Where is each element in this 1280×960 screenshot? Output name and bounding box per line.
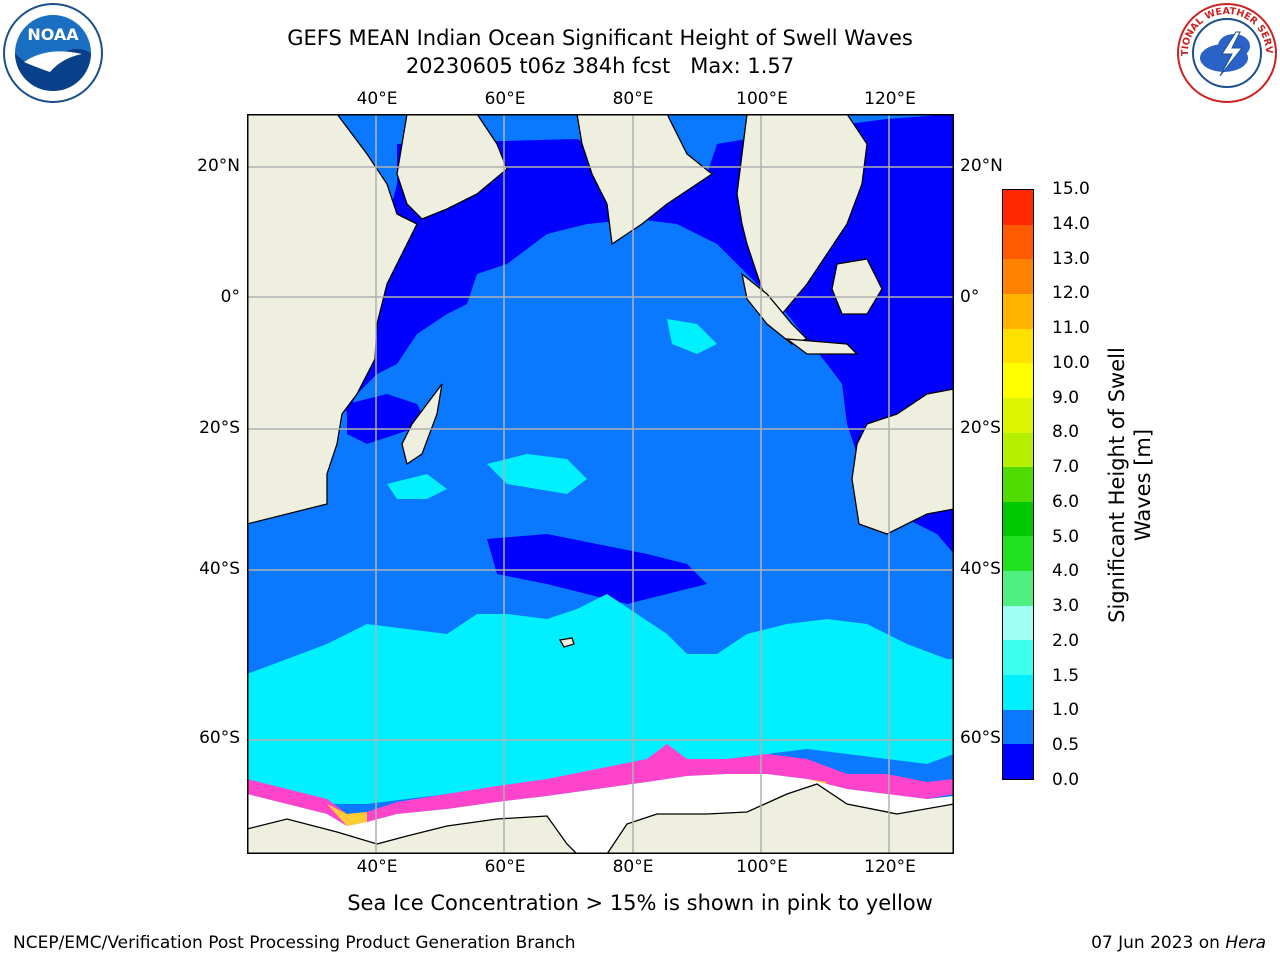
colorbar-segment <box>1003 397 1033 433</box>
left-tick-label: 40°S <box>199 559 240 579</box>
chart-title: GEFS MEAN Indian Ocean Significant Heigh… <box>287 26 913 50</box>
colorbar-tick-label: 0.5 <box>1052 735 1080 756</box>
colorbar-segment <box>1003 224 1033 260</box>
colorbar-segment <box>1003 293 1033 329</box>
bottom-tick-label: 40°E <box>356 857 398 877</box>
swell-field-mid <box>247 319 954 804</box>
top-tick-label: 80°E <box>612 89 654 109</box>
colorbar-segment <box>1003 605 1033 641</box>
bottom-tick-label: 80°E <box>612 857 654 877</box>
colorbar-tick-label: 15.0 <box>1052 179 1090 199</box>
noaa-logo: NOAA <box>3 3 103 103</box>
colorbar-tick-label: 4.0 <box>1052 561 1080 582</box>
bottom-tick-label: 100°E <box>736 857 788 877</box>
gridlines <box>247 114 954 854</box>
colorbar-segment <box>1003 639 1033 676</box>
colorbar-tick-label: 6.0 <box>1052 491 1080 512</box>
bottom-tick-label: 120°E <box>864 857 916 877</box>
colorbar-tick-label: 5.0 <box>1052 526 1080 547</box>
right-tick-label: 20°N <box>960 156 1003 176</box>
footer-credit: NCEP/EMC/Verification Post Processing Pr… <box>13 933 576 953</box>
map-plot <box>247 114 954 854</box>
colorbar-tick-label: 13.0 <box>1052 248 1090 269</box>
colorbar-tick-label: 14.0 <box>1052 213 1090 234</box>
bottom-tick-label: 60°E <box>484 857 526 877</box>
left-tick-label: 20°N <box>197 156 240 176</box>
colorbar-tick-label: 1.5 <box>1052 665 1080 686</box>
colorbar-segment <box>1003 432 1033 468</box>
colorbar-segment <box>1003 466 1033 502</box>
colorbar-segment <box>1003 501 1033 537</box>
colorbar-tick-label: 7.0 <box>1052 457 1080 478</box>
right-tick-label: 40°S <box>960 559 1001 579</box>
right-tick-label: 0° <box>960 287 980 307</box>
colorbar-tick-label: 1.0 <box>1052 700 1080 721</box>
colorbar-tick-label: 2.0 <box>1052 630 1080 651</box>
chart-subtitle: 20230605 t06z 384h fcst Max: 1.57 <box>405 54 795 78</box>
colorbar-segment <box>1003 674 1033 710</box>
left-tick-label: 0° <box>220 287 240 307</box>
top-tick-label: 100°E <box>736 89 788 109</box>
top-tick-label: 40°E <box>356 89 398 109</box>
footer-date: 07 Jun 2023 on Hera <box>1091 933 1266 953</box>
colorbar-segment <box>1003 570 1033 606</box>
colorbar-title: Significant Height of Swell Waves [m] <box>1105 347 1155 623</box>
colorbar-segment <box>1003 743 1033 779</box>
left-tick-label: 60°S <box>199 728 240 748</box>
top-tick-label: 120°E <box>864 89 916 109</box>
colorbar-segment <box>1003 328 1033 364</box>
colorbar-tick-label: 10.0 <box>1052 352 1090 373</box>
sea-ice-edge <box>247 744 954 826</box>
colorbar-segment <box>1003 189 1033 225</box>
left-tick-label: 20°S <box>199 418 240 438</box>
colorbar-tick-label: 9.0 <box>1052 387 1080 408</box>
colorbar-tick-label: 8.0 <box>1052 422 1080 443</box>
colorbar-tick-label: 0.0 <box>1052 770 1080 790</box>
colorbar-segment <box>1003 258 1033 294</box>
colorbar-tick-label: 11.0 <box>1052 318 1090 339</box>
colorbar-segment <box>1003 709 1033 745</box>
colorbar <box>1002 189 1034 780</box>
right-tick-label: 20°S <box>960 418 1001 438</box>
nws-logo: NATIONAL WEATHER SERVICE <box>1176 2 1277 103</box>
map-frame <box>247 114 954 854</box>
sea-ice-caption: Sea Ice Concentration > 15% is shown in … <box>347 891 933 915</box>
land <box>247 114 954 854</box>
colorbar-segment <box>1003 362 1033 398</box>
right-tick-label: 60°S <box>960 728 1001 748</box>
colorbar-segment <box>1003 535 1033 572</box>
colorbar-tick-label: 3.0 <box>1052 596 1080 617</box>
colorbar-tick-label: 12.0 <box>1052 283 1090 304</box>
top-tick-label: 60°E <box>484 89 526 109</box>
svg-text:NOAA: NOAA <box>27 25 79 44</box>
